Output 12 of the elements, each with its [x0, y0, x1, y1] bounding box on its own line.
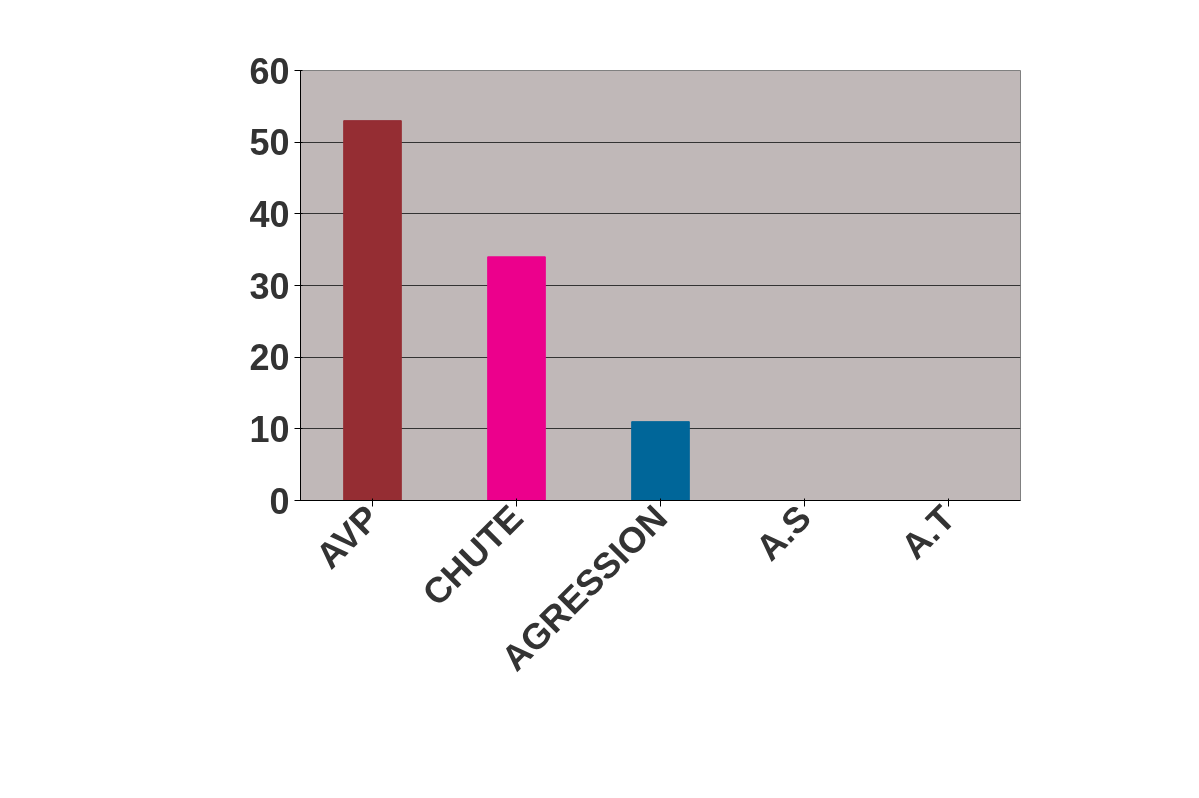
- y-tick-label: 50: [249, 122, 290, 164]
- y-tick-label: 40: [249, 193, 290, 235]
- bar: [631, 421, 690, 501]
- x-tick-label: A.T: [893, 497, 963, 567]
- y-tick-label: 0: [269, 480, 290, 522]
- y-tick-label: 20: [249, 337, 290, 379]
- y-tick-label: 30: [249, 265, 290, 307]
- bar: [487, 256, 546, 501]
- bar: [343, 120, 402, 501]
- x-tick-label: A.S: [747, 497, 819, 569]
- y-tick-label: 60: [249, 50, 290, 92]
- y-tick-label: 10: [249, 408, 290, 450]
